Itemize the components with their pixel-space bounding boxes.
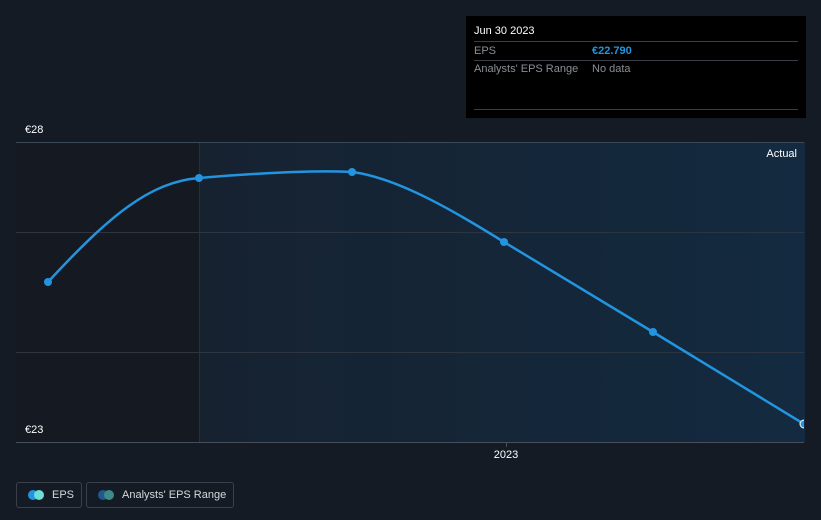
x-tick xyxy=(506,442,507,447)
legend-label: EPS xyxy=(52,489,75,501)
eps-point xyxy=(649,328,657,336)
tooltip-label: EPS xyxy=(474,45,497,57)
eps-legend-icon xyxy=(28,490,44,500)
eps-point xyxy=(500,238,508,246)
eps-point-hovered xyxy=(799,419,804,429)
past-region xyxy=(16,142,199,442)
tooltip-row-range: Analysts' EPS Range No data xyxy=(474,61,798,78)
y-axis-label-bottom: €23 xyxy=(25,424,44,436)
gridline-top xyxy=(16,142,804,143)
tooltip-row-eps: EPS €22.790 xyxy=(474,43,798,61)
tooltip-value: No data xyxy=(592,63,631,75)
actual-region xyxy=(199,142,805,442)
gridline xyxy=(16,232,804,233)
legend-item-analysts-range[interactable]: Analysts' EPS Range xyxy=(86,482,234,508)
y-axis-label-top: €28 xyxy=(25,124,44,136)
tooltip-date: Jun 30 2023 xyxy=(474,16,798,42)
legend-label: Analysts' EPS Range xyxy=(122,489,227,501)
actual-region-label: Actual xyxy=(766,148,797,160)
eps-line xyxy=(47,170,804,426)
eps-point xyxy=(348,168,356,176)
x-axis xyxy=(16,442,804,443)
eps-point xyxy=(44,278,52,286)
eps-point xyxy=(195,174,203,182)
tooltip: Jun 30 2023 EPS €22.790 Analysts' EPS Ra… xyxy=(466,16,806,118)
tooltip-value: €22.790 xyxy=(592,45,632,57)
tooltip-label: Analysts' EPS Range xyxy=(474,63,579,75)
range-legend-icon xyxy=(98,490,114,500)
x-axis-label: 2023 xyxy=(493,449,519,461)
legend-item-eps[interactable]: EPS xyxy=(16,482,82,508)
tooltip-divider xyxy=(474,109,798,110)
gridline xyxy=(16,352,804,353)
